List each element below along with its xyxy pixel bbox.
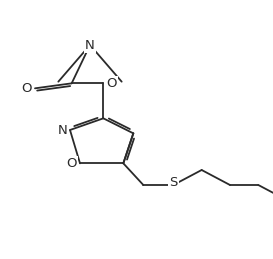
Text: S: S <box>169 176 177 189</box>
Text: O: O <box>22 82 32 95</box>
Text: O: O <box>106 77 117 90</box>
Text: N: N <box>57 124 67 136</box>
Text: O: O <box>67 157 77 170</box>
Text: N: N <box>85 39 95 52</box>
